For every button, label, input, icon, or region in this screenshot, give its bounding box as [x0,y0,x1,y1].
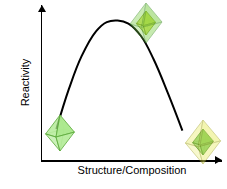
svg-text:Structure/Composition: Structure/Composition [78,164,187,176]
svg-text:Reactivity: Reactivity [19,58,31,106]
